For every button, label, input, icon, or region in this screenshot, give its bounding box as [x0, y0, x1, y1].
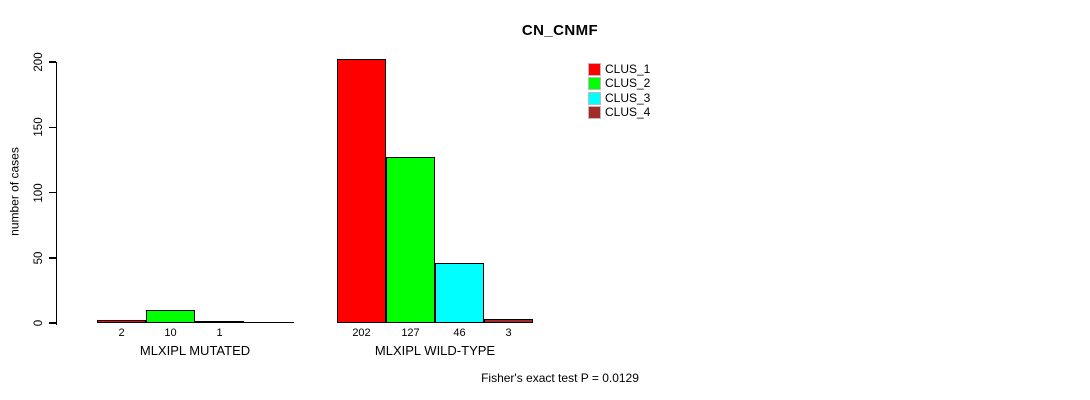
y-axis-tick [48, 126, 56, 128]
y-axis-tick [48, 257, 56, 259]
group-label-1: MLXIPL MUTATED [139, 343, 251, 358]
y-axis-tick [48, 61, 56, 63]
bar-value-label: 46 [453, 327, 466, 339]
y-axis-tick [48, 322, 56, 324]
legend-swatch-clus_1 [588, 63, 601, 76]
legend-swatch-clus_3 [588, 91, 601, 105]
group-label-2: MLXIPL WILD-TYPE [374, 343, 496, 358]
bar-value-label: 10 [164, 327, 177, 339]
bar-clus4-group1 [244, 321, 294, 323]
legend-swatch-clus_2 [588, 77, 601, 91]
legend-label-clus_3: CLUS_3 [605, 90, 651, 105]
chart-title: CN_CNMF [521, 22, 599, 39]
bar-value-label: 1 [216, 327, 223, 339]
bar-clus1-group2 [337, 59, 386, 323]
legend: CLUS_1 CLUS_2 CLUS_3 CLUS_4 [588, 62, 668, 125]
fisher-test-annotation: Fisher's exact test P = 0.0129 [481, 371, 639, 385]
y-axis-tick-label: 200 [33, 52, 45, 72]
y-axis-tick [48, 191, 56, 194]
y-axis-tick-label: 150 [33, 117, 45, 137]
bar-value-label: 2 [118, 327, 125, 339]
bar-clus1-group1 [97, 320, 146, 323]
legend-swatch-clus_4 [588, 106, 601, 120]
y-axis-tick-label: 50 [33, 251, 45, 265]
bar-clus3-group1 [195, 320, 244, 323]
bar-value-label: 3 [505, 327, 512, 339]
bar-value-label: 202 [352, 327, 371, 339]
bar-clus2-group1 [146, 309, 195, 323]
y-axis-label: number of cases [7, 147, 22, 236]
legend-label-clus_1: CLUS_1 [605, 62, 651, 76]
y-axis-tick-label: 0 [33, 319, 45, 327]
bar-value-label: 127 [401, 327, 420, 339]
bar-clus2-group2 [386, 157, 435, 323]
legend-label-clus_2: CLUS_2 [605, 76, 651, 91]
y-axis-tick-label: 100 [33, 182, 45, 203]
bar-clus4-group2 [484, 319, 533, 323]
legend-label-clus_4: CLUS_4 [605, 105, 651, 120]
bar-clus3-group2 [435, 262, 484, 323]
y-axis-line [55, 62, 57, 325]
